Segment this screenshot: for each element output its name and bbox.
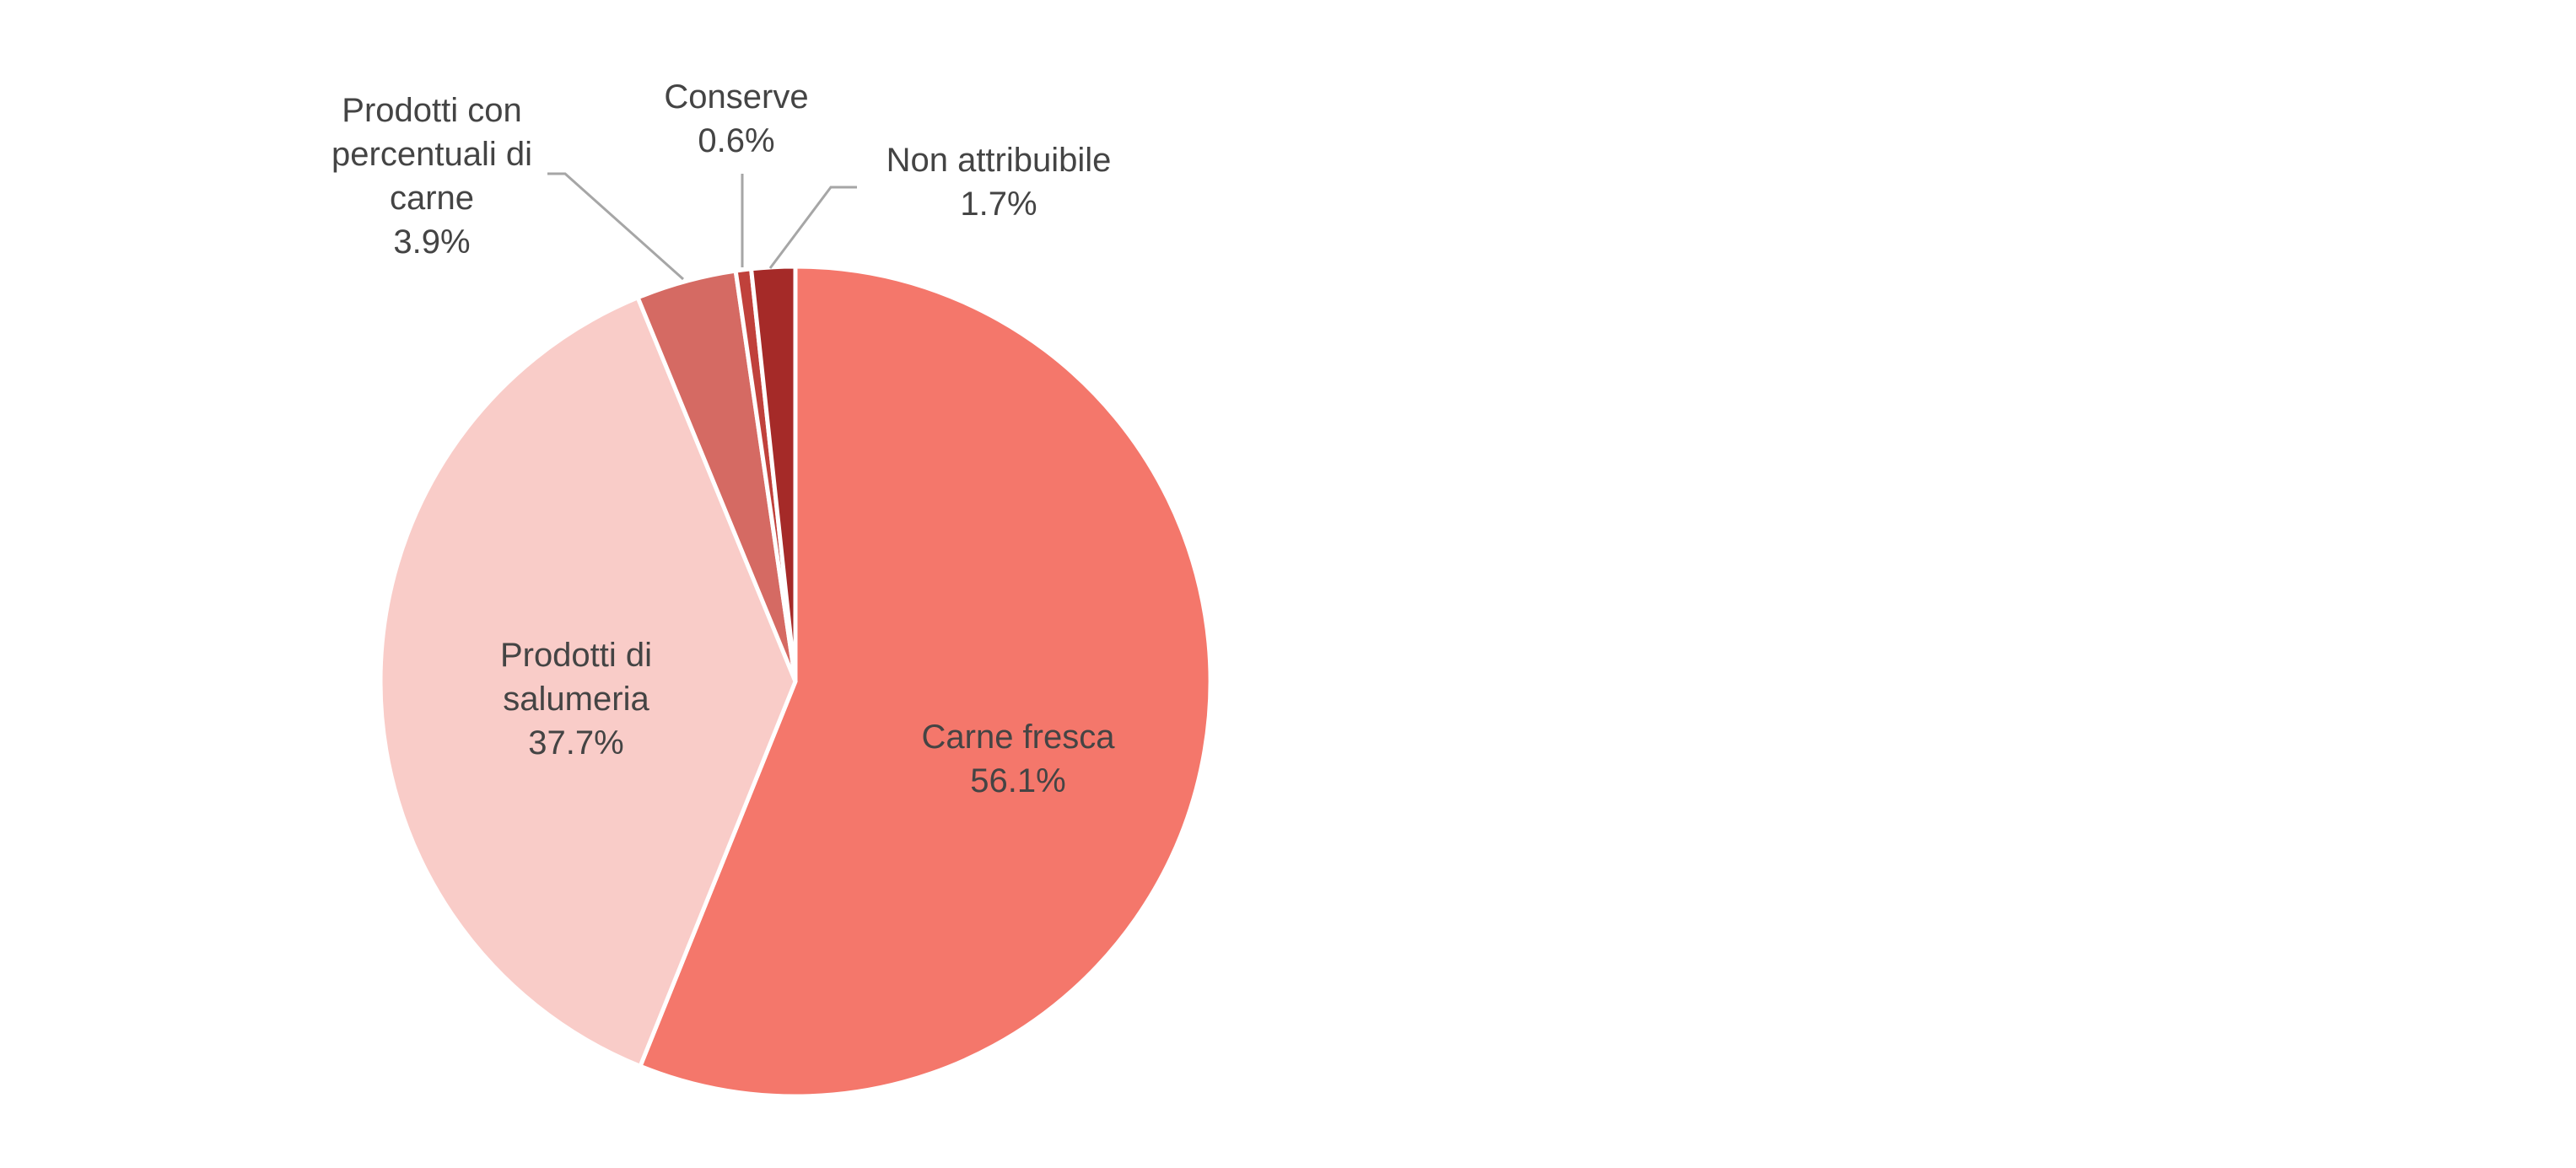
leader-lines-layer <box>547 172 857 281</box>
data-label-category-line: Non attribuibile <box>887 142 1112 179</box>
data-label-prodotti-di-salumeria: Prodotti di salumeria 37.7% <box>500 637 652 762</box>
leader-line-prodotti-con-percentuali-di-carne <box>547 172 684 281</box>
data-label-category-line: salumeria <box>503 681 649 718</box>
data-label-prodotti-con-percentuali-di-carne: Prodotti con percentuali di carne 3.9% <box>331 92 532 261</box>
pie-slice-prodotti-di-salumeria <box>378 294 798 1069</box>
data-label-value: 1.7% <box>960 186 1037 223</box>
labels-layer: Carne fresca 56.1% Prodotti di salumeria 37.… <box>331 78 1115 799</box>
data-label-category-line: Prodotti con <box>342 92 521 129</box>
data-label-category-line: Carne fresca <box>922 719 1116 756</box>
slices-layer <box>378 264 1213 1099</box>
data-label-value: 37.7% <box>528 724 623 762</box>
data-label-category-line: carne <box>390 180 474 217</box>
data-label-conserve: Conserve 0.6% <box>664 78 808 159</box>
data-label-non-attribuibile: Non attribuibile 1.7% <box>887 142 1112 223</box>
data-label-value: 56.1% <box>970 762 1065 799</box>
data-label-category-line: percentuali di <box>331 136 532 173</box>
leader-line-non-attribuibile <box>768 186 857 269</box>
pie-slice-non-attribuibile <box>748 264 798 682</box>
data-label-category-line: Prodotti di <box>500 637 652 674</box>
data-label-value: 0.6% <box>698 122 774 159</box>
data-label-value: 3.9% <box>393 223 470 261</box>
data-label-category-line: Conserve <box>664 78 808 116</box>
pie-slice-carne-fresca <box>637 264 1213 1099</box>
data-label-carne-fresca: Carne fresca 56.1% <box>922 719 1116 799</box>
